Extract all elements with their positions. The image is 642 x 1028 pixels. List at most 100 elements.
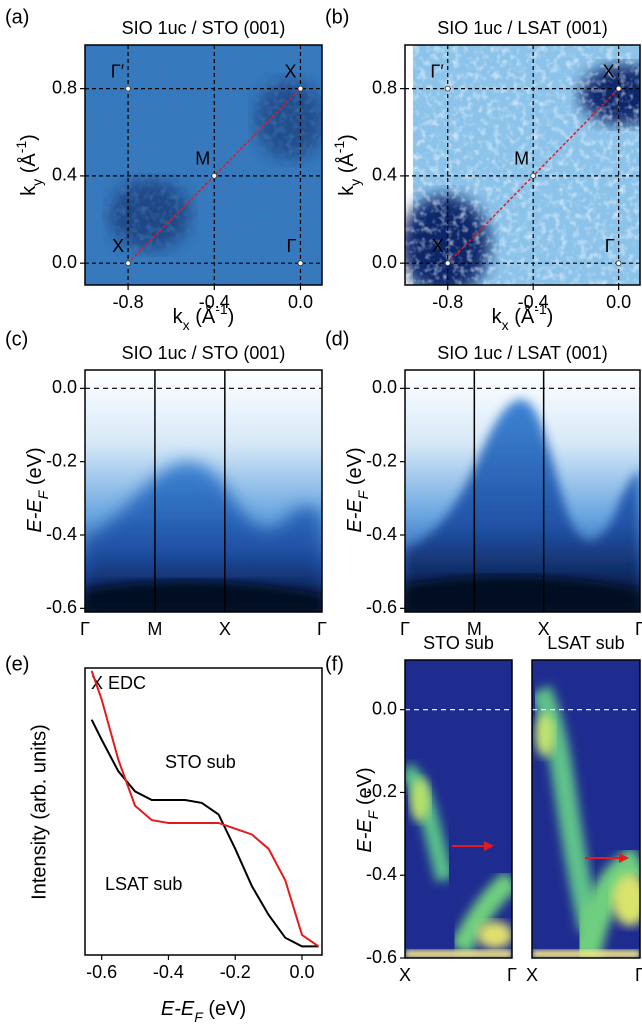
x-tick-label: 0.0: [288, 292, 313, 312]
y-tick-label: -0.4: [46, 524, 77, 544]
frame: [404, 44, 641, 286]
axis-label-part: F: [365, 809, 381, 819]
point: [297, 260, 304, 267]
point-label: X: [284, 61, 296, 81]
y-tick-label: 0.0: [52, 377, 77, 397]
x-tick-label: 0.0: [289, 962, 314, 982]
axis-label-part: E-E: [344, 499, 366, 533]
axis-label-part: (eV): [24, 447, 46, 490]
y-tick-label: -0.2: [366, 781, 397, 801]
series-label: LSAT sub: [105, 874, 182, 894]
axis-label-part: E-E: [354, 819, 376, 853]
panel-label: (a): [5, 6, 29, 28]
axis-label-part: ): [18, 134, 40, 141]
axis-label-part: k: [492, 306, 503, 328]
axis-label: E-EF (eV): [344, 447, 370, 532]
axis-label: E-EF (eV): [24, 447, 50, 532]
axis-label: E-EF (eV): [161, 998, 246, 1024]
band-image: [405, 660, 512, 958]
y-tick-label: -0.4: [366, 864, 397, 884]
axis-label-part: -1: [215, 301, 228, 317]
y-tick-label: -0.2: [46, 450, 77, 470]
chart-title: SIO 1uc / LSAT (001): [437, 18, 607, 38]
chart-title: SIO 1uc / STO (001): [122, 343, 286, 363]
series-label: STO sub: [165, 752, 236, 772]
y-tick-label: -0.6: [366, 947, 397, 967]
axis-label-part: (eV): [344, 447, 366, 490]
axis-label: kx (Å-1): [492, 301, 554, 333]
axis-label-part: (Å: [17, 153, 40, 179]
point-label: Γ′: [430, 61, 444, 81]
axis-label-part: (Å: [190, 305, 216, 328]
chart-title: LSAT sub: [547, 633, 624, 653]
band-image: [85, 370, 322, 612]
frame: [84, 44, 323, 286]
x-tick-label: -0.8: [113, 292, 144, 312]
axis-label-part: F: [194, 1009, 204, 1025]
frame: [84, 369, 323, 613]
point: [530, 173, 537, 179]
map-image: [85, 45, 322, 285]
y-tick-label: 0.0: [372, 252, 397, 272]
y-tick-label: 0.4: [52, 165, 77, 185]
axis-label: kx (Å-1): [173, 301, 235, 333]
axis-label-part: (Å: [335, 153, 358, 179]
axis-label-part: x: [502, 317, 509, 333]
point: [125, 260, 131, 267]
x-tick-label: X: [399, 965, 411, 985]
band-image: [532, 660, 640, 958]
map-image: [405, 45, 640, 285]
x-tick-label: X: [538, 619, 550, 639]
panel-label: (d): [325, 328, 349, 350]
x-tick-label: -0.6: [86, 962, 117, 982]
axis-label-part: y: [29, 179, 45, 186]
x-tick-label: Γ: [635, 619, 642, 639]
point-label: Γ′: [111, 61, 125, 81]
frame: [84, 667, 323, 956]
axis-label-part: (Å: [509, 305, 535, 328]
point: [444, 260, 451, 267]
axis-label-part: ): [336, 134, 358, 141]
x-tick-label: Γ: [317, 619, 327, 639]
axis-label: Intensity (arb. units): [28, 724, 50, 900]
axis-label-part: ): [547, 306, 554, 328]
axis-label-part: -1: [534, 301, 547, 317]
x-tick-label: M: [467, 619, 482, 639]
y-tick-label: -0.6: [46, 597, 77, 617]
x-tick-label: Γ: [400, 619, 410, 639]
chart-title: SIO 1uc / LSAT (001): [437, 343, 607, 363]
point: [615, 85, 622, 92]
axis-label-part: k: [18, 185, 40, 196]
axis-label-part: F: [355, 489, 371, 499]
y-tick-label: 0.0: [372, 377, 397, 397]
point-label: X: [432, 236, 444, 256]
axis-label-part: x: [183, 317, 190, 333]
y-tick-label: 0.8: [372, 77, 397, 97]
x-tick-label: -0.4: [518, 292, 549, 312]
y-tick-label: -0.6: [366, 597, 397, 617]
axis-label-part: y: [347, 179, 363, 186]
arrows: [452, 841, 629, 863]
point: [125, 85, 131, 92]
axis-label-part: -1: [13, 141, 29, 154]
axis-label-part: F: [35, 489, 51, 499]
point-label: Γ: [605, 236, 615, 256]
x-tick-label: -0.4: [199, 292, 230, 312]
axis-label: E-EF (eV): [354, 767, 380, 852]
x-tick-label: Γ: [507, 965, 517, 985]
frame: [531, 659, 641, 959]
x-tick-label: -0.4: [153, 962, 184, 982]
axis-label-part: ): [228, 306, 235, 328]
point-label: X: [112, 236, 124, 256]
axis-label: ky (Å-1): [331, 134, 363, 196]
x-tick-label: X: [526, 965, 538, 985]
x-tick-label: X: [219, 619, 231, 639]
y-tick-label: 0.8: [52, 77, 77, 97]
axis-label-part: E-E: [24, 499, 46, 533]
frame: [404, 659, 513, 959]
point-label: Γ: [287, 236, 297, 256]
chart-title: X EDC: [91, 673, 146, 693]
point-label: M: [195, 149, 210, 169]
panel-label: (e): [5, 653, 29, 675]
